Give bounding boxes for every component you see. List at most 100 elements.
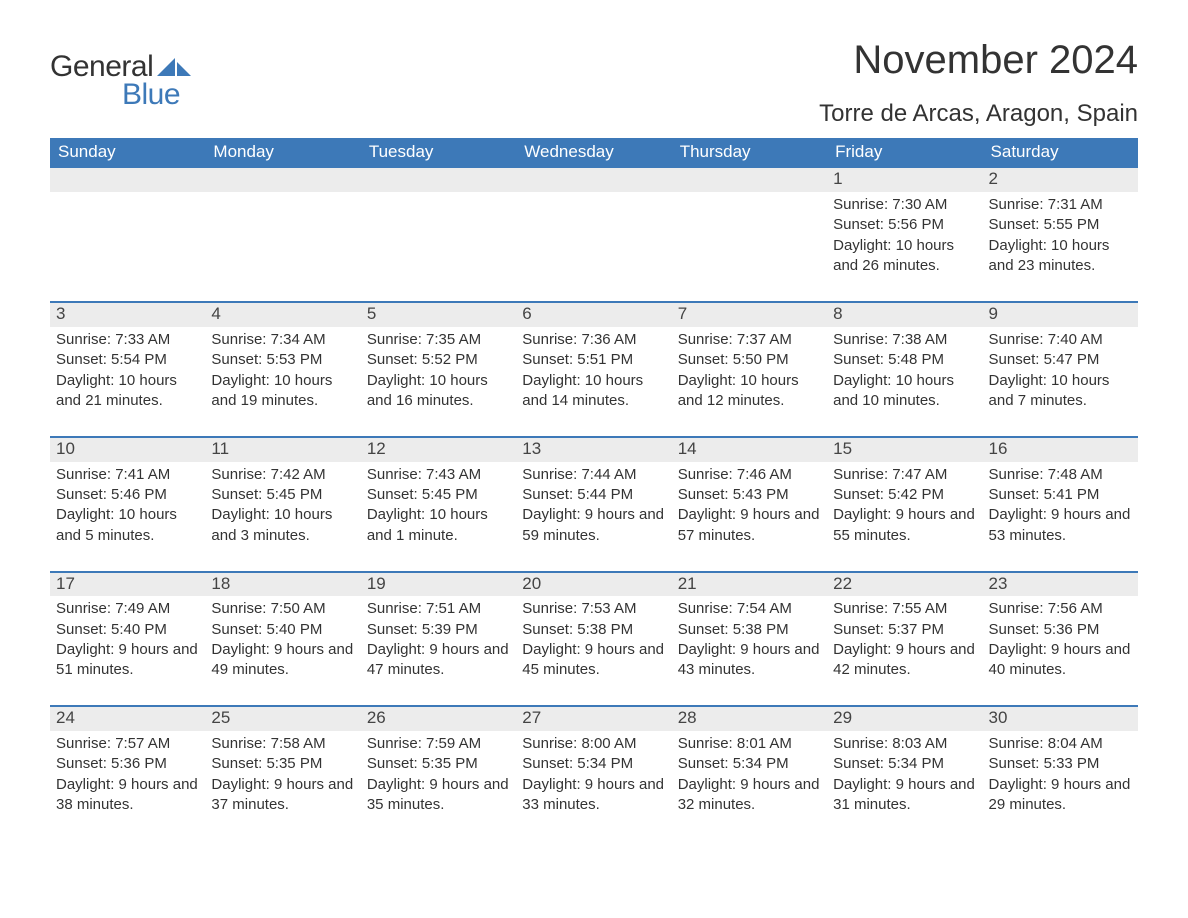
sunrise-line: Sunrise: 7:46 AM (678, 465, 821, 485)
weekday-header: Friday (827, 138, 982, 168)
title-block: November 2024 Torre de Arcas, Aragon, Sp… (819, 40, 1138, 128)
sunset-line: Sunset: 5:55 PM (989, 215, 1132, 235)
sunset-line: Sunset: 5:53 PM (211, 350, 354, 370)
calendar-week-row: 17Sunrise: 7:49 AMSunset: 5:40 PMDayligh… (50, 572, 1138, 707)
day-details: Sunrise: 7:37 AMSunset: 5:50 PMDaylight:… (672, 327, 827, 436)
sunset-line: Sunset: 5:38 PM (678, 620, 821, 640)
day-number: 10 (50, 438, 205, 462)
day-number: 30 (983, 707, 1138, 731)
sunset-line: Sunset: 5:40 PM (56, 620, 199, 640)
sunrise-line: Sunrise: 7:33 AM (56, 330, 199, 350)
page-header: General Blue November 2024 Torre de Arca… (50, 40, 1138, 128)
sunrise-line: Sunrise: 7:40 AM (989, 330, 1132, 350)
sunrise-line: Sunrise: 7:50 AM (211, 599, 354, 619)
weekday-header: Wednesday (516, 138, 671, 168)
day-number: 23 (983, 573, 1138, 597)
day-number (205, 168, 360, 192)
logo-text-blue: Blue (122, 78, 180, 112)
calendar-day-cell: 26Sunrise: 7:59 AMSunset: 5:35 PMDayligh… (361, 706, 516, 840)
day-number: 20 (516, 573, 671, 597)
day-number (361, 168, 516, 192)
day-details: Sunrise: 7:33 AMSunset: 5:54 PMDaylight:… (50, 327, 205, 436)
day-details: Sunrise: 8:00 AMSunset: 5:34 PMDaylight:… (516, 731, 671, 840)
sunrise-line: Sunrise: 7:30 AM (833, 195, 976, 215)
sunset-line: Sunset: 5:44 PM (522, 485, 665, 505)
daylight-line: Daylight: 9 hours and 29 minutes. (989, 775, 1132, 816)
sunset-line: Sunset: 5:51 PM (522, 350, 665, 370)
day-details: Sunrise: 7:55 AMSunset: 5:37 PMDaylight:… (827, 596, 982, 705)
day-number: 8 (827, 303, 982, 327)
sunrise-line: Sunrise: 7:35 AM (367, 330, 510, 350)
calendar-day-cell: 11Sunrise: 7:42 AMSunset: 5:45 PMDayligh… (205, 437, 360, 572)
day-number: 12 (361, 438, 516, 462)
sunset-line: Sunset: 5:50 PM (678, 350, 821, 370)
daylight-line: Daylight: 9 hours and 35 minutes. (367, 775, 510, 816)
location-subtitle: Torre de Arcas, Aragon, Spain (819, 100, 1138, 128)
day-number: 25 (205, 707, 360, 731)
sunset-line: Sunset: 5:35 PM (367, 754, 510, 774)
sunrise-line: Sunrise: 8:00 AM (522, 734, 665, 754)
calendar-day-cell: 15Sunrise: 7:47 AMSunset: 5:42 PMDayligh… (827, 437, 982, 572)
sunset-line: Sunset: 5:38 PM (522, 620, 665, 640)
daylight-line: Daylight: 10 hours and 19 minutes. (211, 371, 354, 412)
calendar-day-cell: 9Sunrise: 7:40 AMSunset: 5:47 PMDaylight… (983, 302, 1138, 437)
sunset-line: Sunset: 5:47 PM (989, 350, 1132, 370)
day-details: Sunrise: 7:53 AMSunset: 5:38 PMDaylight:… (516, 596, 671, 705)
day-details: Sunrise: 7:43 AMSunset: 5:45 PMDaylight:… (361, 462, 516, 571)
day-number: 13 (516, 438, 671, 462)
daylight-line: Daylight: 10 hours and 14 minutes. (522, 371, 665, 412)
sunset-line: Sunset: 5:46 PM (56, 485, 199, 505)
calendar-page: General Blue November 2024 Torre de Arca… (0, 0, 1188, 918)
daylight-line: Daylight: 10 hours and 3 minutes. (211, 505, 354, 546)
sunrise-line: Sunrise: 7:36 AM (522, 330, 665, 350)
daylight-line: Daylight: 9 hours and 42 minutes. (833, 640, 976, 681)
calendar-week-row: 10Sunrise: 7:41 AMSunset: 5:46 PMDayligh… (50, 437, 1138, 572)
daylight-line: Daylight: 9 hours and 57 minutes. (678, 505, 821, 546)
day-number: 22 (827, 573, 982, 597)
sunrise-line: Sunrise: 7:42 AM (211, 465, 354, 485)
day-details (50, 192, 205, 301)
day-details (516, 192, 671, 301)
calendar-day-cell: 25Sunrise: 7:58 AMSunset: 5:35 PMDayligh… (205, 706, 360, 840)
day-number: 3 (50, 303, 205, 327)
calendar-day-cell: 19Sunrise: 7:51 AMSunset: 5:39 PMDayligh… (361, 572, 516, 707)
day-number (50, 168, 205, 192)
sunset-line: Sunset: 5:39 PM (367, 620, 510, 640)
day-details (361, 192, 516, 301)
calendar-day-cell (672, 168, 827, 302)
daylight-line: Daylight: 9 hours and 51 minutes. (56, 640, 199, 681)
daylight-line: Daylight: 10 hours and 7 minutes. (989, 371, 1132, 412)
day-details: Sunrise: 7:57 AMSunset: 5:36 PMDaylight:… (50, 731, 205, 840)
calendar-day-cell: 3Sunrise: 7:33 AMSunset: 5:54 PMDaylight… (50, 302, 205, 437)
day-number: 14 (672, 438, 827, 462)
calendar-day-cell: 5Sunrise: 7:35 AMSunset: 5:52 PMDaylight… (361, 302, 516, 437)
calendar-day-cell: 23Sunrise: 7:56 AMSunset: 5:36 PMDayligh… (983, 572, 1138, 707)
sunset-line: Sunset: 5:34 PM (522, 754, 665, 774)
sunrise-line: Sunrise: 7:58 AM (211, 734, 354, 754)
daylight-line: Daylight: 10 hours and 5 minutes. (56, 505, 199, 546)
calendar-day-cell: 21Sunrise: 7:54 AMSunset: 5:38 PMDayligh… (672, 572, 827, 707)
day-number: 28 (672, 707, 827, 731)
weekday-header: Thursday (672, 138, 827, 168)
calendar-day-cell: 1Sunrise: 7:30 AMSunset: 5:56 PMDaylight… (827, 168, 982, 302)
sunset-line: Sunset: 5:43 PM (678, 485, 821, 505)
calendar-day-cell: 29Sunrise: 8:03 AMSunset: 5:34 PMDayligh… (827, 706, 982, 840)
sunset-line: Sunset: 5:52 PM (367, 350, 510, 370)
sunset-line: Sunset: 5:42 PM (833, 485, 976, 505)
sunrise-line: Sunrise: 7:54 AM (678, 599, 821, 619)
day-number: 2 (983, 168, 1138, 192)
day-details: Sunrise: 7:54 AMSunset: 5:38 PMDaylight:… (672, 596, 827, 705)
calendar-table: Sunday Monday Tuesday Wednesday Thursday… (50, 138, 1138, 840)
day-details: Sunrise: 7:51 AMSunset: 5:39 PMDaylight:… (361, 596, 516, 705)
day-details (672, 192, 827, 301)
sunset-line: Sunset: 5:34 PM (678, 754, 821, 774)
day-details: Sunrise: 7:50 AMSunset: 5:40 PMDaylight:… (205, 596, 360, 705)
daylight-line: Daylight: 10 hours and 12 minutes. (678, 371, 821, 412)
sunset-line: Sunset: 5:34 PM (833, 754, 976, 774)
calendar-day-cell: 17Sunrise: 7:49 AMSunset: 5:40 PMDayligh… (50, 572, 205, 707)
sunrise-line: Sunrise: 7:47 AM (833, 465, 976, 485)
calendar-day-cell: 18Sunrise: 7:50 AMSunset: 5:40 PMDayligh… (205, 572, 360, 707)
sunrise-line: Sunrise: 7:37 AM (678, 330, 821, 350)
weekday-header: Tuesday (361, 138, 516, 168)
day-details: Sunrise: 7:41 AMSunset: 5:46 PMDaylight:… (50, 462, 205, 571)
